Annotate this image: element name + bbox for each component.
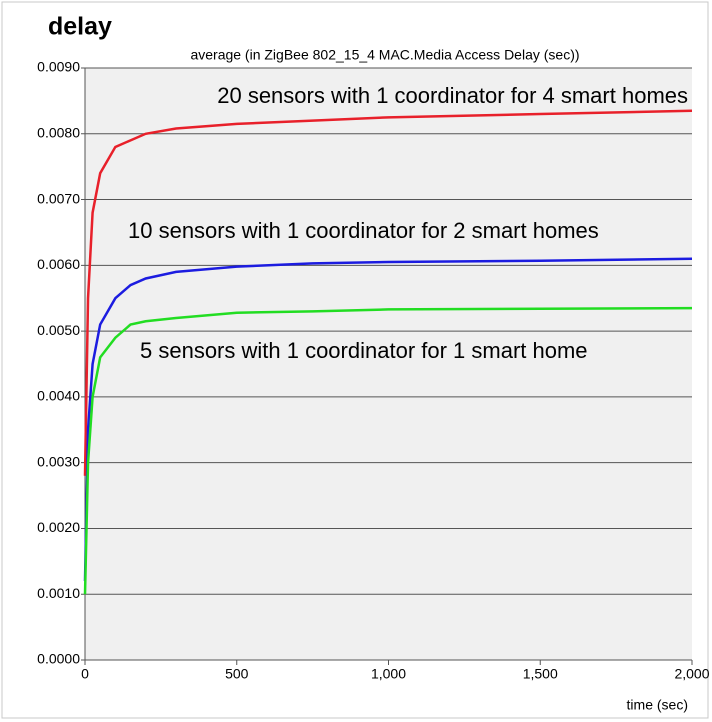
y-tick-label: 0.0090 [37,59,80,75]
y-tick-label: 0.0040 [37,388,80,404]
series-label: 5 sensors with 1 coordinator for 1 smart… [140,338,588,363]
y-tick-label: 0.0060 [37,256,80,272]
y-tick-label: 0.0070 [37,190,80,206]
x-axis-label: time (sec) [627,697,688,713]
x-tick-label: 2,000 [674,666,709,682]
x-tick-label: 500 [225,666,249,682]
chart-subtitle: average (in ZigBee 802_15_4 MAC.Media Ac… [190,47,579,63]
x-tick-label: 1,000 [371,666,406,682]
y-tick-label: 0.0080 [37,124,80,140]
y-tick-label: 0.0030 [37,453,80,469]
x-tick-label: 0 [81,666,89,682]
plot-area [85,68,692,660]
chart-title: delay [48,13,112,41]
series-label: 20 sensors with 1 coordinator for 4 smar… [217,83,688,108]
y-tick-label: 0.0000 [37,651,80,667]
x-tick-label: 1,500 [523,666,558,682]
y-tick-label: 0.0020 [37,519,80,535]
series-line [83,109,693,476]
y-tick-label: 0.0010 [37,585,80,601]
series-label: 10 sensors with 1 coordinator for 2 smar… [128,218,599,243]
series-line [83,306,693,595]
y-tick-label: 0.0050 [37,322,80,338]
series-line [83,257,693,582]
